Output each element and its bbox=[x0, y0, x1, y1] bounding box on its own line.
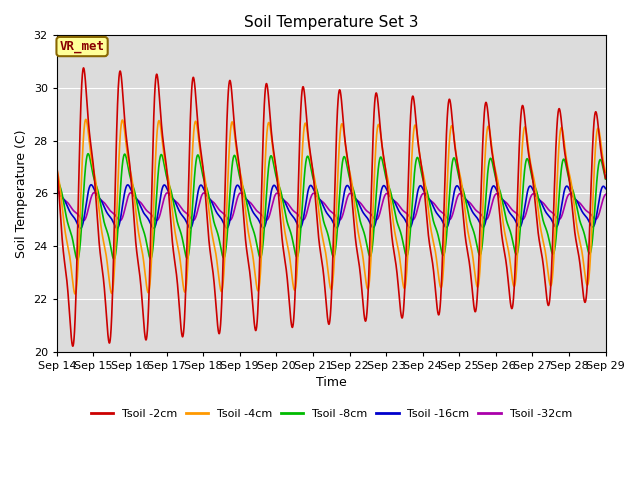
Line: Tsoil -16cm: Tsoil -16cm bbox=[57, 185, 605, 228]
Tsoil -32cm bbox=[486, 211, 493, 216]
Tsoil -32cm bbox=[424, 195, 432, 201]
Tsoil -2cm bbox=[53, 163, 61, 168]
Tsoil -8cm bbox=[74, 257, 81, 263]
Tsoil -8cm bbox=[152, 208, 159, 214]
Tsoil -2cm bbox=[79, 65, 87, 71]
Tsoil -8cm bbox=[602, 176, 609, 182]
Tsoil -8cm bbox=[454, 171, 462, 177]
Y-axis label: Soil Temperature (C): Soil Temperature (C) bbox=[15, 129, 28, 258]
Tsoil -2cm bbox=[311, 189, 319, 195]
Tsoil -16cm bbox=[454, 184, 462, 190]
Tsoil -32cm bbox=[454, 192, 462, 198]
Tsoil -32cm bbox=[152, 217, 159, 223]
Tsoil -4cm bbox=[602, 169, 609, 175]
Tsoil -16cm bbox=[152, 222, 159, 228]
Tsoil -8cm bbox=[311, 181, 319, 187]
Tsoil -16cm bbox=[77, 226, 84, 231]
X-axis label: Time: Time bbox=[316, 376, 347, 389]
Tsoil -2cm bbox=[454, 165, 462, 171]
Tsoil -32cm bbox=[54, 190, 61, 195]
Tsoil -32cm bbox=[602, 192, 609, 197]
Tsoil -4cm bbox=[424, 203, 432, 208]
Title: Soil Temperature Set 3: Soil Temperature Set 3 bbox=[244, 15, 419, 30]
Tsoil -32cm bbox=[79, 218, 87, 224]
Line: Tsoil -2cm: Tsoil -2cm bbox=[57, 68, 605, 346]
Tsoil -32cm bbox=[53, 190, 61, 196]
Tsoil -16cm bbox=[87, 182, 95, 188]
Text: VR_met: VR_met bbox=[60, 40, 104, 53]
Tsoil -8cm bbox=[424, 192, 432, 198]
Tsoil -16cm bbox=[486, 196, 493, 202]
Line: Tsoil -8cm: Tsoil -8cm bbox=[57, 154, 605, 260]
Line: Tsoil -32cm: Tsoil -32cm bbox=[57, 192, 605, 221]
Tsoil -4cm bbox=[454, 164, 462, 170]
Tsoil -4cm bbox=[82, 117, 90, 122]
Tsoil -16cm bbox=[424, 194, 432, 200]
Tsoil -32cm bbox=[311, 191, 319, 197]
Tsoil -16cm bbox=[311, 190, 319, 195]
Tsoil -32cm bbox=[601, 192, 609, 198]
Tsoil -4cm bbox=[152, 153, 159, 159]
Tsoil -8cm bbox=[486, 158, 493, 164]
Tsoil -16cm bbox=[601, 185, 609, 191]
Tsoil -4cm bbox=[53, 166, 61, 172]
Tsoil -4cm bbox=[486, 126, 493, 132]
Tsoil -4cm bbox=[311, 177, 319, 183]
Tsoil -4cm bbox=[71, 291, 79, 297]
Line: Tsoil -4cm: Tsoil -4cm bbox=[57, 120, 605, 294]
Tsoil -2cm bbox=[602, 175, 609, 181]
Tsoil -2cm bbox=[486, 125, 493, 131]
Tsoil -16cm bbox=[602, 186, 609, 192]
Tsoil -8cm bbox=[601, 174, 609, 180]
Tsoil -2cm bbox=[152, 76, 159, 82]
Legend: Tsoil -2cm, Tsoil -4cm, Tsoil -8cm, Tsoil -16cm, Tsoil -32cm: Tsoil -2cm, Tsoil -4cm, Tsoil -8cm, Tsoi… bbox=[86, 405, 576, 423]
Tsoil -8cm bbox=[84, 151, 92, 156]
Tsoil -8cm bbox=[53, 173, 61, 179]
Tsoil -2cm bbox=[424, 228, 432, 233]
Tsoil -2cm bbox=[69, 343, 77, 349]
Tsoil -2cm bbox=[601, 172, 609, 178]
Tsoil -4cm bbox=[601, 167, 609, 173]
Tsoil -16cm bbox=[53, 185, 61, 191]
